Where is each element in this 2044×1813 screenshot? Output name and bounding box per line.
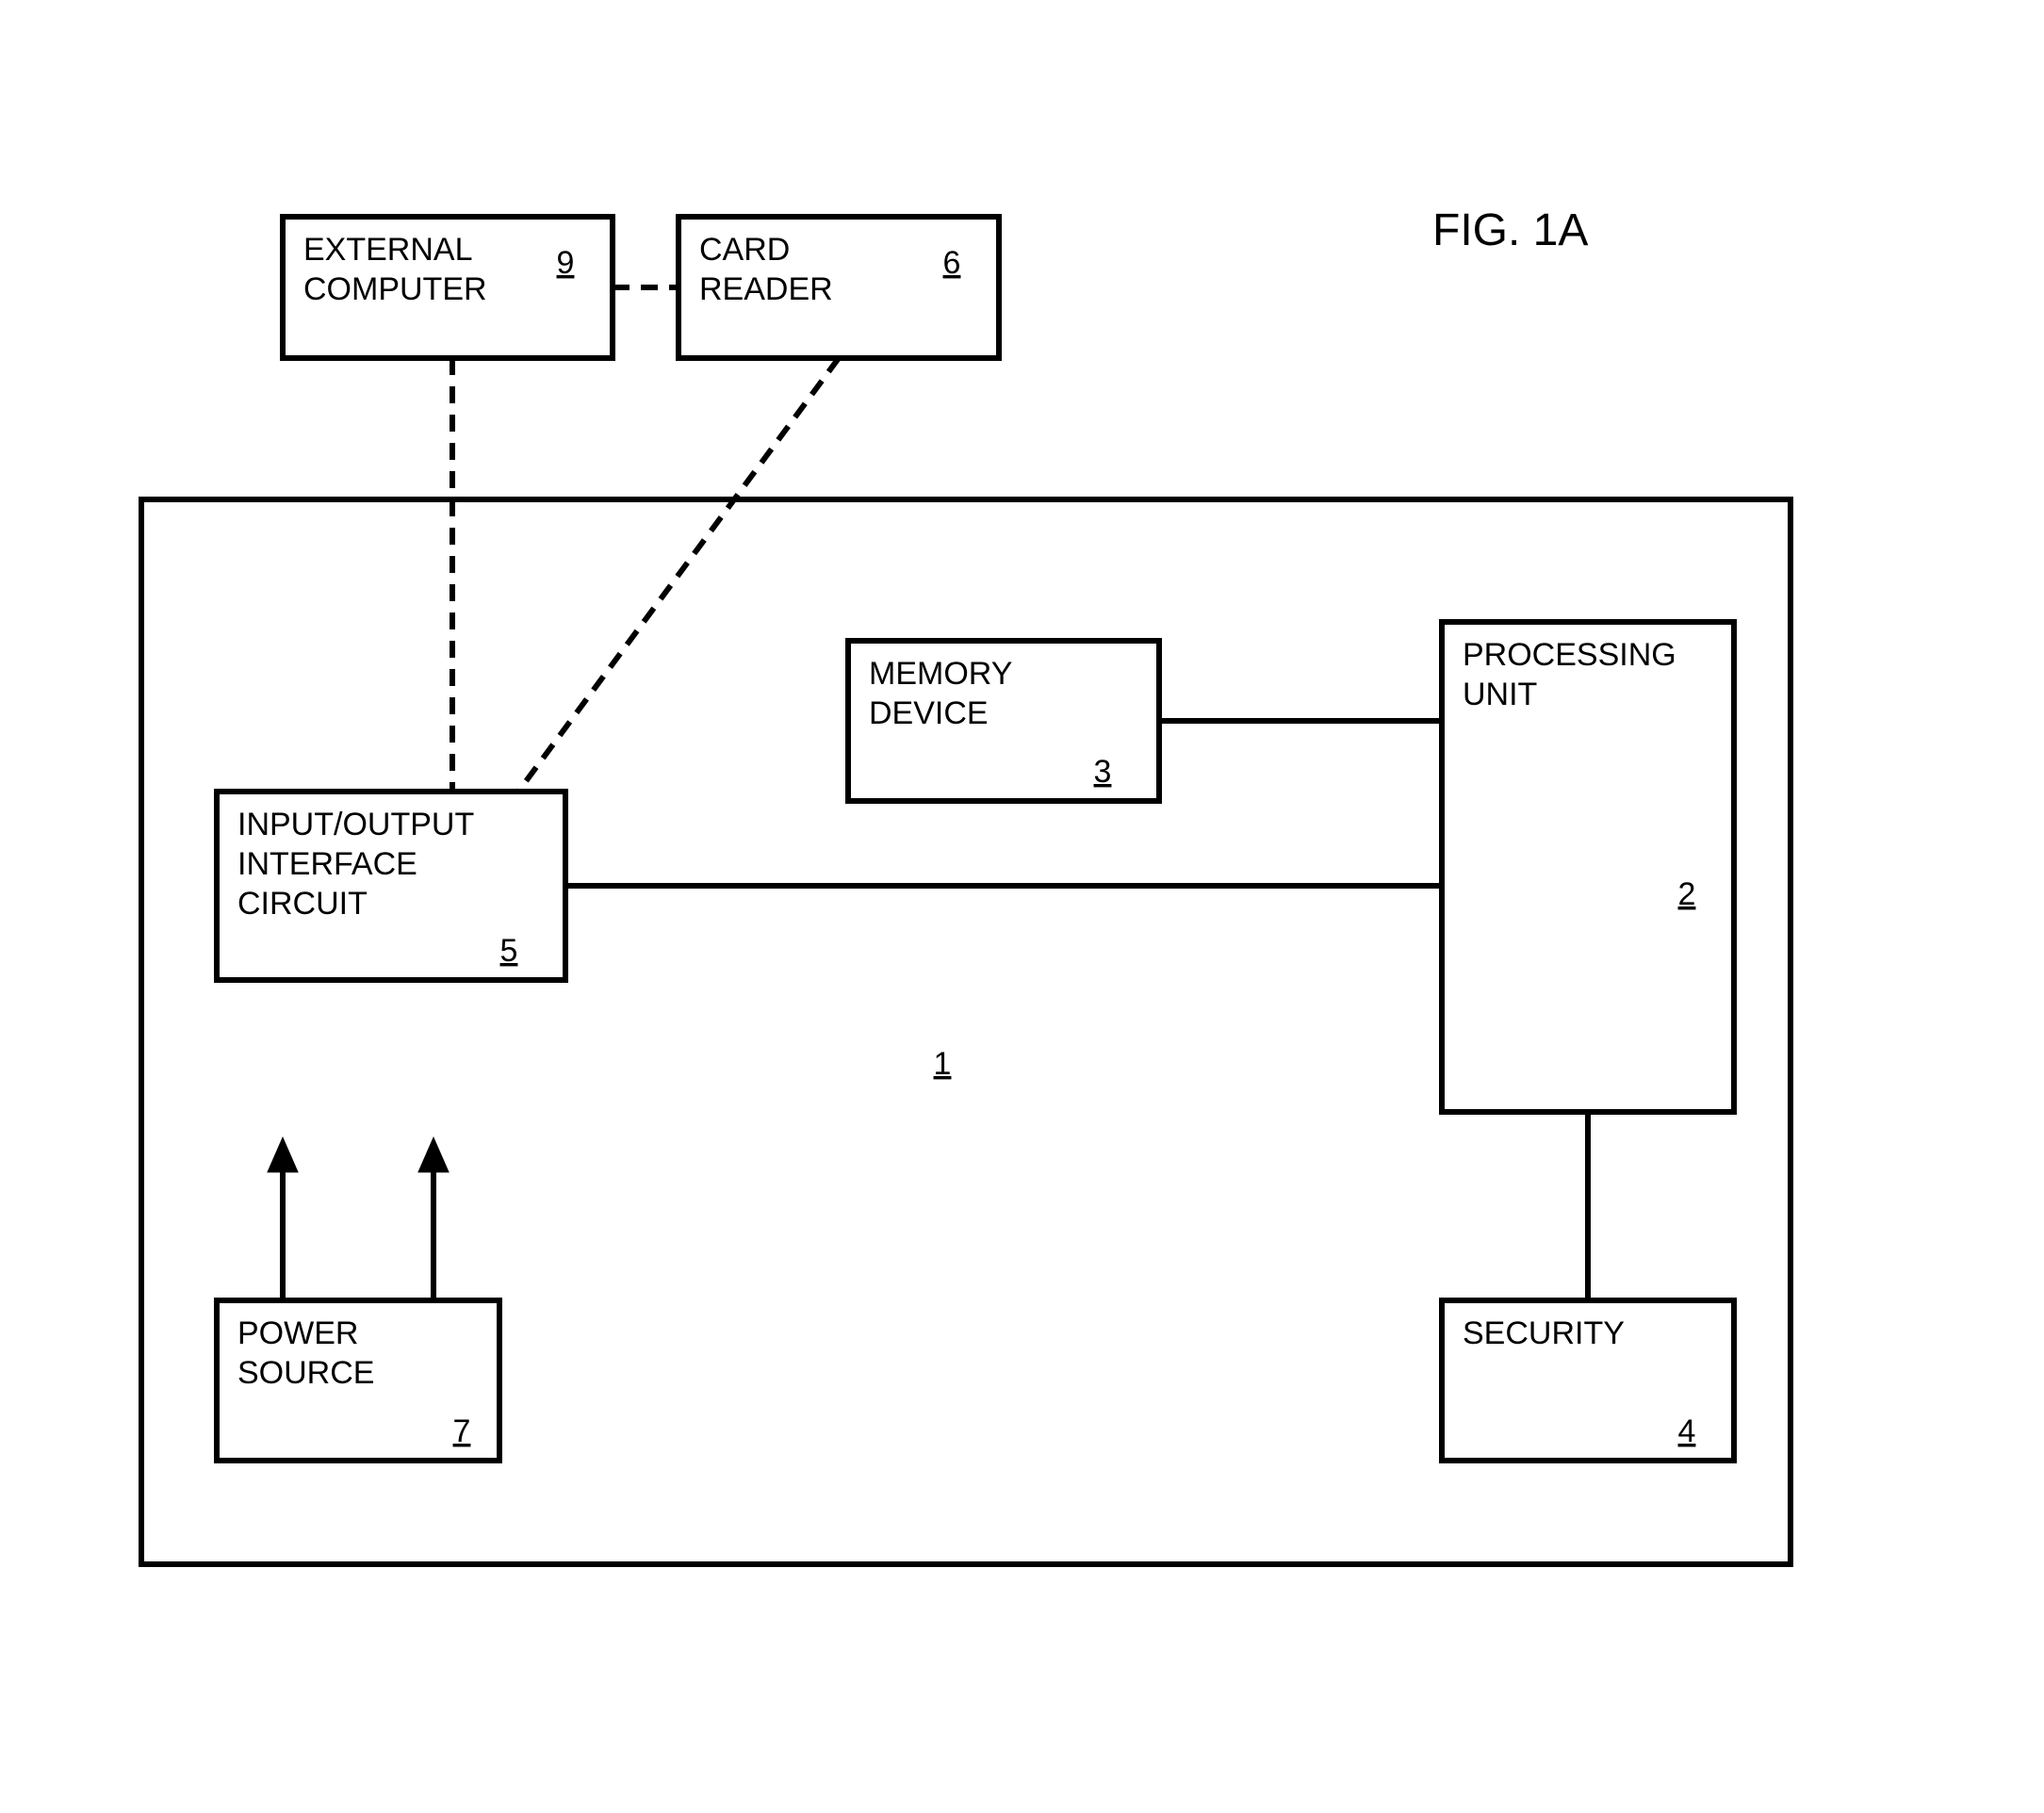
external_computer-label: COMPUTER [303, 271, 487, 307]
card_reader-ref: 6 [943, 245, 961, 281]
power_source-label: POWER [237, 1315, 358, 1351]
io_interface-label: CIRCUIT [237, 886, 368, 922]
block-diagram: FIG. 1A 1 EXTERNALCOMPUTER 9 CARDREADER 6 INPU… [0, 0, 2044, 1813]
io_interface-label: INPUT/OUTPUT [237, 807, 474, 842]
external_computer-ref: 9 [557, 245, 575, 281]
memory_device-ref: 3 [1094, 754, 1112, 790]
processing_unit-ref: 2 [1678, 876, 1696, 912]
io_interface-ref: 5 [500, 933, 518, 969]
card_reader-label: READER [699, 271, 833, 307]
container-ref: 1 [934, 1046, 952, 1082]
security-label: SECURITY [1463, 1315, 1625, 1351]
power_source-ref: 7 [453, 1413, 471, 1449]
processing_unit-label: UNIT [1463, 677, 1537, 712]
io_interface-label: INTERFACE [237, 846, 417, 882]
figure-title: FIG. 1A [1432, 205, 1588, 255]
memory_device-label: MEMORY [869, 656, 1012, 692]
memory_device-label: DEVICE [869, 695, 989, 731]
external_computer-label: EXTERNAL [303, 232, 473, 268]
card_reader-label: CARD [699, 232, 790, 268]
processing_unit-label: PROCESSING [1463, 637, 1676, 673]
power_source-label: SOURCE [237, 1355, 374, 1391]
security-ref: 4 [1678, 1413, 1696, 1449]
